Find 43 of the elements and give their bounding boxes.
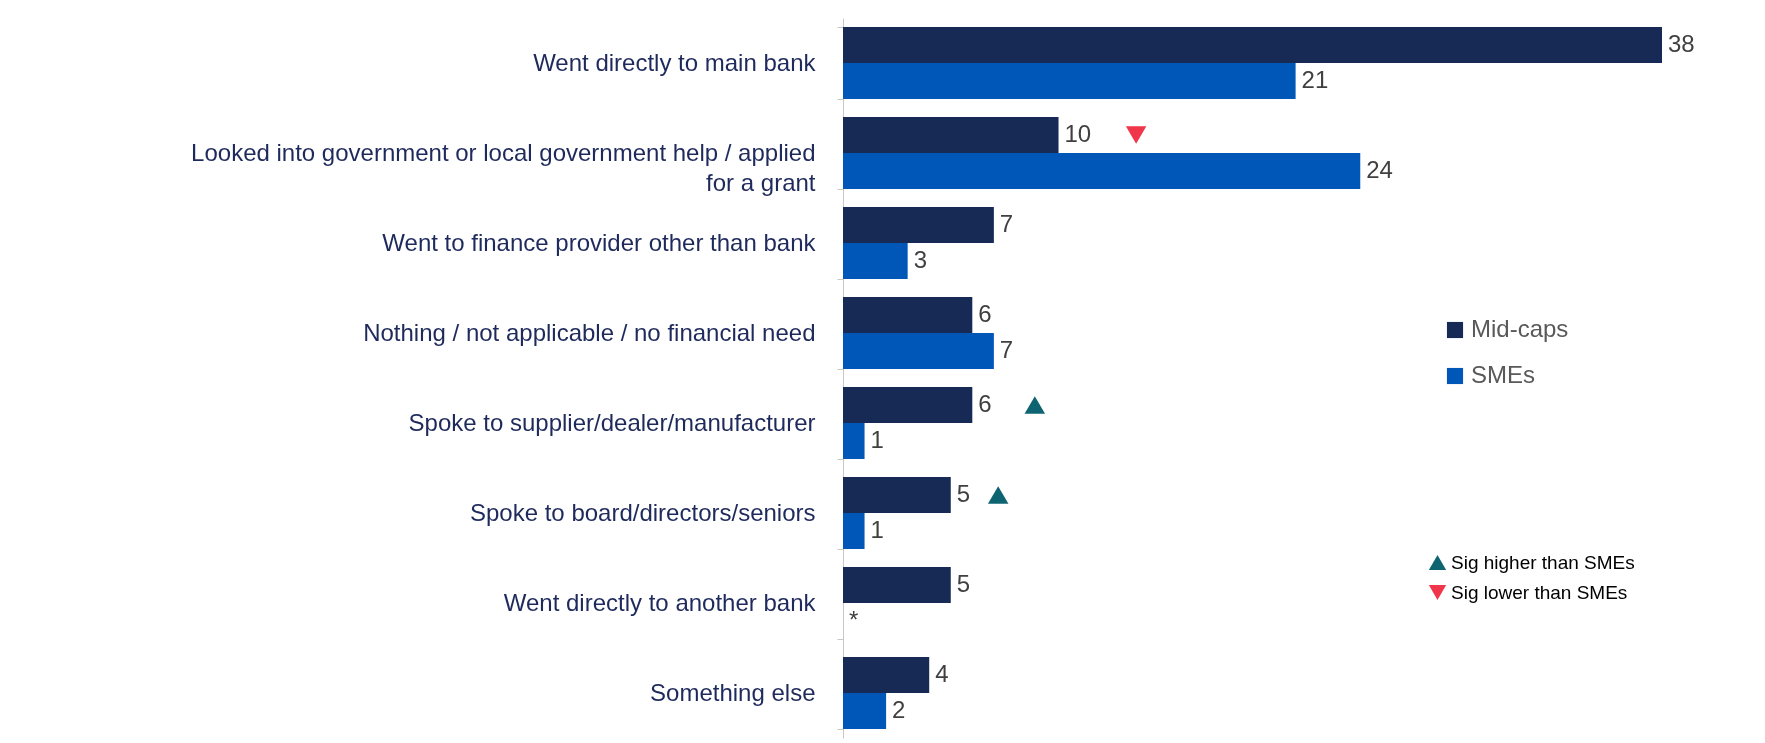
data-label: 38 <box>1668 30 1695 57</box>
legend-label: Sig higher than SMEs <box>1451 551 1635 573</box>
legend-label: SMEs <box>1471 361 1536 388</box>
bar <box>843 117 1059 153</box>
y-tick-label: Looked into government or local government help / applied for a grant <box>191 138 816 196</box>
y-tick-label: Something else <box>650 678 816 706</box>
legend-label: Mid-caps <box>1471 315 1569 342</box>
bar <box>843 657 930 693</box>
data-label: 2 <box>892 696 906 723</box>
y-tick-label: Went directly to main bank <box>533 48 817 76</box>
bar <box>843 423 865 459</box>
y-tick-label: Went directly to another bank <box>503 588 817 616</box>
data-label: 6 <box>978 300 992 327</box>
bar <box>843 693 887 729</box>
bar <box>843 387 973 423</box>
bar <box>843 27 1662 63</box>
bar <box>843 207 994 243</box>
legend-label: Sig lower than SMEs <box>1451 581 1628 603</box>
data-label: 21 <box>1301 66 1329 93</box>
data-label: 24 <box>1366 156 1393 183</box>
y-tick-label: Spoke to board/directors/seniors <box>469 498 816 526</box>
data-label: 1 <box>870 516 884 543</box>
data-label: 1 <box>870 426 884 453</box>
y-tick-label: Went to finance provider other than bank <box>382 228 817 256</box>
data-label: 3 <box>913 246 928 273</box>
data-label: * <box>849 606 859 633</box>
data-label: 10 <box>1064 120 1092 147</box>
bar <box>843 153 1361 189</box>
bar <box>843 243 908 279</box>
data-label: 4 <box>935 660 949 687</box>
data-label: 5 <box>956 570 971 597</box>
bar <box>843 297 973 333</box>
bar <box>843 333 994 369</box>
data-label: 5 <box>956 480 971 507</box>
bar <box>843 63 1296 99</box>
data-label: 7 <box>999 210 1014 237</box>
y-tick-label: Spoke to supplier/dealer/manufacturer <box>408 408 816 436</box>
bar <box>843 477 951 513</box>
data-label: 7 <box>999 336 1014 363</box>
y-tick-label: Nothing / not applicable / no financial need <box>363 318 816 346</box>
data-label: 6 <box>978 390 992 417</box>
bar <box>843 567 951 603</box>
bar <box>843 513 865 549</box>
